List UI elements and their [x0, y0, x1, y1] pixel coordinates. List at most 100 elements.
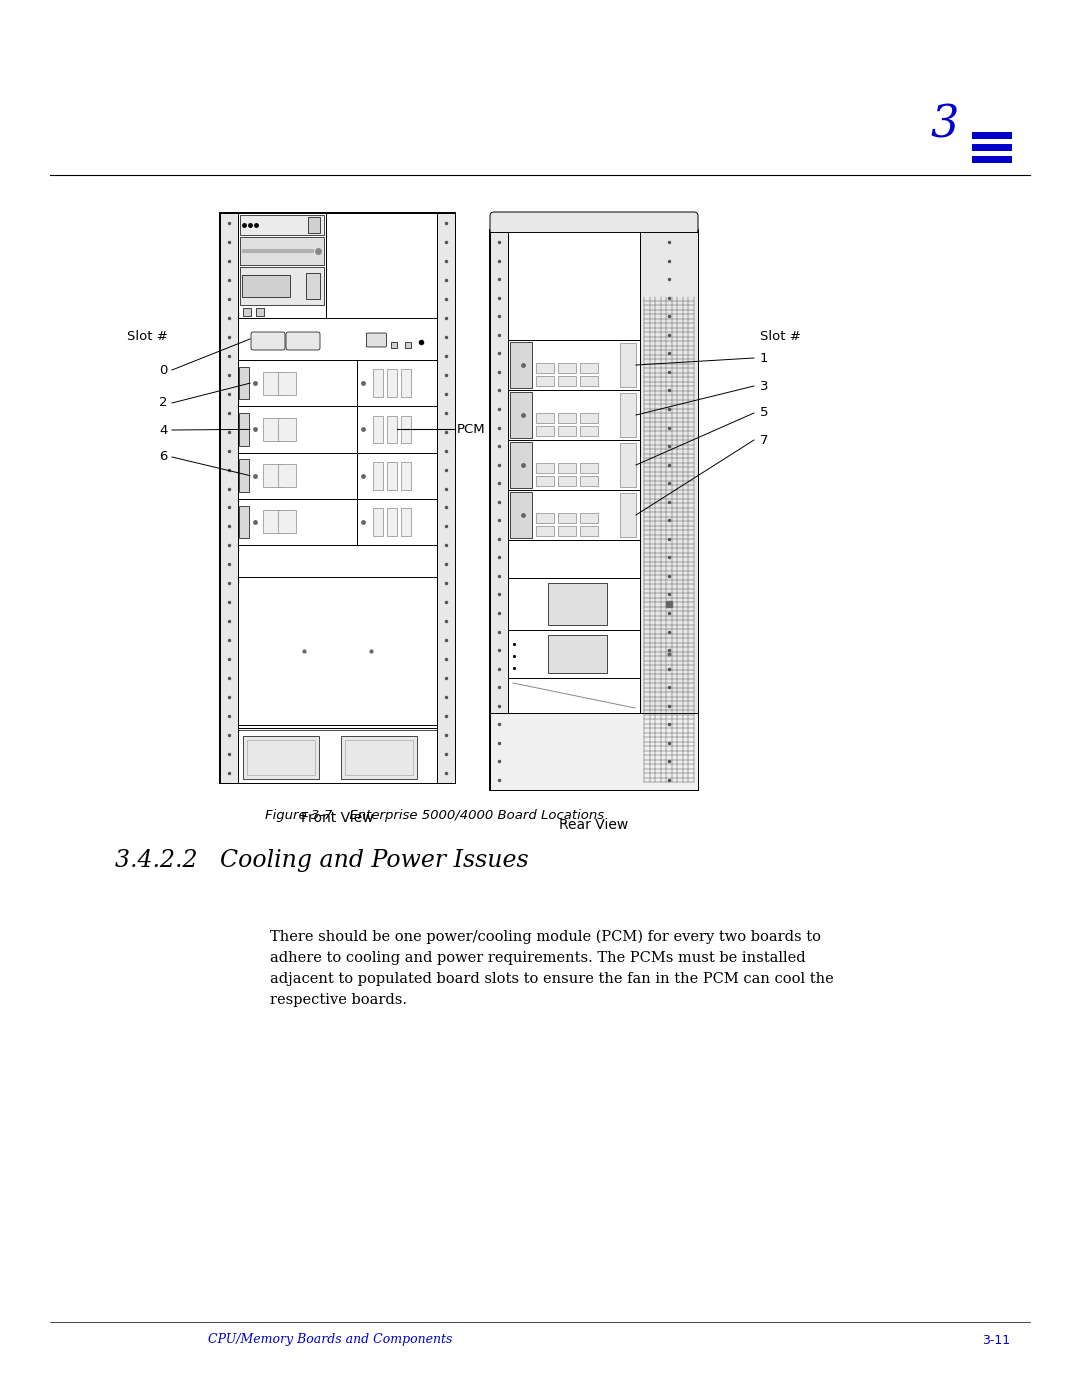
Bar — [278, 372, 296, 395]
Bar — [243, 736, 319, 780]
Bar — [548, 583, 607, 624]
Bar — [256, 307, 264, 316]
Bar — [558, 426, 576, 436]
Text: 3.4.2.2   Cooling and Power Issues: 3.4.2.2 Cooling and Power Issues — [114, 848, 528, 872]
Text: Front View: Front View — [301, 812, 374, 826]
Bar — [238, 499, 357, 545]
Bar — [264, 510, 281, 534]
Bar — [508, 339, 640, 390]
Bar — [220, 212, 238, 782]
Bar — [357, 360, 437, 407]
Bar — [558, 376, 576, 386]
Bar — [388, 509, 397, 536]
Bar — [240, 267, 324, 305]
Bar — [391, 342, 397, 348]
Bar — [510, 342, 532, 388]
Bar — [580, 476, 598, 486]
Bar — [490, 232, 508, 789]
Bar — [558, 513, 576, 522]
Text: 0: 0 — [160, 363, 168, 377]
Bar — [357, 499, 437, 545]
Bar — [580, 363, 598, 373]
Bar — [620, 443, 636, 488]
Bar — [238, 319, 437, 360]
Text: Rear View: Rear View — [559, 819, 629, 833]
Text: 7: 7 — [760, 433, 769, 447]
Bar — [508, 440, 640, 490]
Bar — [510, 393, 532, 439]
Bar — [374, 369, 383, 397]
Bar — [508, 390, 640, 440]
Bar — [239, 506, 249, 538]
Text: 3: 3 — [760, 380, 769, 393]
Bar — [264, 464, 281, 488]
Bar — [242, 275, 291, 298]
Bar — [388, 369, 397, 397]
Bar — [247, 740, 314, 775]
Text: Slot #: Slot # — [760, 330, 801, 342]
Bar — [374, 462, 383, 489]
Text: 5: 5 — [760, 407, 769, 419]
Text: There should be one power/cooling module (PCM) for every two boards to: There should be one power/cooling module… — [270, 930, 821, 944]
Text: 3-11: 3-11 — [982, 1334, 1010, 1347]
Bar — [508, 490, 640, 541]
Bar — [972, 144, 1012, 151]
Text: 1: 1 — [760, 352, 769, 365]
Bar — [264, 418, 281, 441]
Bar — [558, 527, 576, 536]
Bar — [510, 441, 532, 488]
Bar — [402, 369, 411, 397]
Bar — [620, 493, 636, 536]
Text: respective boards.: respective boards. — [270, 993, 407, 1007]
Bar — [242, 249, 313, 253]
Bar — [405, 342, 411, 348]
Bar — [341, 736, 417, 780]
Bar — [238, 728, 437, 782]
Text: Slot #: Slot # — [127, 330, 168, 342]
Bar — [508, 232, 640, 339]
Bar — [536, 527, 554, 536]
Bar — [220, 212, 455, 782]
Bar — [972, 131, 1012, 138]
Bar — [238, 545, 437, 577]
Bar — [388, 462, 397, 489]
Bar — [510, 492, 532, 538]
Bar — [239, 414, 249, 446]
Bar — [238, 407, 357, 453]
Bar — [536, 476, 554, 486]
Bar — [580, 376, 598, 386]
Bar — [580, 527, 598, 536]
Text: adjacent to populated board slots to ensure the fan in the PCM can cool the: adjacent to populated board slots to ens… — [270, 972, 834, 986]
Bar — [238, 212, 325, 319]
Bar — [238, 360, 357, 407]
Bar — [437, 212, 455, 782]
Bar — [264, 372, 281, 395]
Bar — [388, 415, 397, 443]
Bar — [243, 307, 251, 316]
Bar — [240, 215, 324, 235]
Bar — [238, 453, 357, 499]
Bar — [374, 509, 383, 536]
Text: Figure 3-7    Enterprise 5000/4000 Board Locations: Figure 3-7 Enterprise 5000/4000 Board Lo… — [265, 809, 604, 821]
Bar — [308, 217, 320, 233]
Bar — [278, 510, 296, 534]
Bar — [278, 418, 296, 441]
Bar — [580, 426, 598, 436]
Bar — [558, 414, 576, 423]
Bar — [580, 462, 598, 474]
Bar — [620, 393, 636, 437]
Text: adhere to cooling and power requirements. The PCMs must be installed: adhere to cooling and power requirements… — [270, 951, 806, 965]
Bar — [357, 453, 437, 499]
Bar — [239, 367, 249, 400]
Bar — [508, 578, 640, 630]
Bar — [402, 509, 411, 536]
Bar — [325, 212, 437, 319]
Bar — [240, 237, 324, 265]
Bar — [357, 407, 437, 453]
Bar — [640, 232, 698, 789]
Bar — [972, 156, 1012, 163]
Bar — [306, 272, 320, 299]
Bar — [558, 462, 576, 474]
Bar — [508, 678, 640, 712]
Bar — [536, 414, 554, 423]
